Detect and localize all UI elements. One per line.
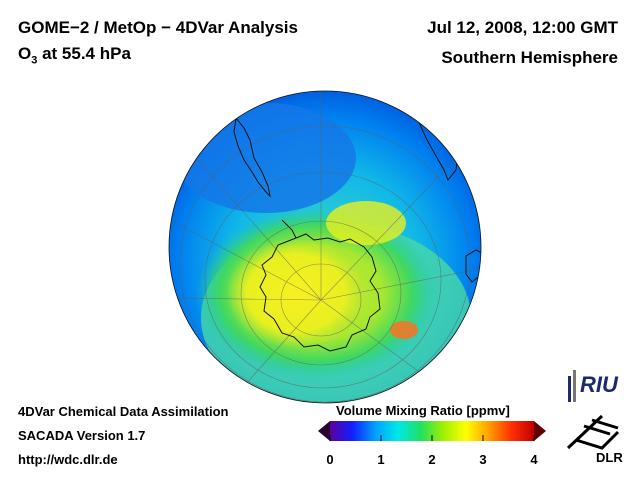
colorbar-title: Volume Mixing Ratio [ppmv]	[336, 403, 510, 418]
ozone-peak-orange	[390, 321, 418, 339]
colorbar-tick-label: 2	[428, 452, 436, 467]
colorbar-tick-label: 0	[326, 452, 334, 467]
polar-ozone-maximum	[226, 238, 366, 348]
ozone-globe-map	[168, 90, 482, 404]
graticule	[169, 91, 481, 403]
hemisphere-label: Southern Hemisphere	[441, 48, 618, 67]
colorbar-tick-label: 4	[530, 452, 538, 467]
species-subscript: 3	[31, 54, 38, 67]
colorbar-over-arrow	[534, 421, 546, 441]
antarctica-coastline	[259, 233, 381, 352]
ozone-maximum-north	[326, 201, 406, 245]
colorbar-under-arrow	[318, 421, 330, 441]
colorbar-tick-label: 1	[377, 452, 385, 467]
south-america-coastline	[233, 116, 271, 198]
riu-logo-mark	[568, 370, 576, 402]
field-subtitle: O3 at 55.4 hPa	[18, 44, 131, 66]
footer-url[interactable]: http://wdc.dlr.de	[18, 452, 118, 467]
low-ozone-region	[176, 103, 356, 213]
species-base: O	[18, 44, 32, 63]
colorbar	[318, 421, 546, 441]
riu-logo: RIU	[580, 372, 618, 397]
globe-outline	[168, 90, 482, 404]
colorbar-tick-label: 3	[479, 452, 487, 467]
dlr-logo-icon	[566, 414, 620, 450]
dlr-logo-text: DLR	[596, 450, 623, 465]
analysis-date: Jul 12, 2008, 12:00 GMT	[427, 18, 618, 37]
australia-coastline	[465, 249, 481, 283]
footer-line-2: SACADA Version 1.7	[18, 428, 146, 443]
antarctic-peninsula	[281, 219, 297, 239]
pressure-level: at 55.4 hPa	[37, 44, 131, 63]
page-title: GOME−2 / MetOp − 4DVar Analysis	[18, 18, 298, 37]
footer-line-1: 4DVar Chemical Data Assimilation	[18, 404, 229, 419]
